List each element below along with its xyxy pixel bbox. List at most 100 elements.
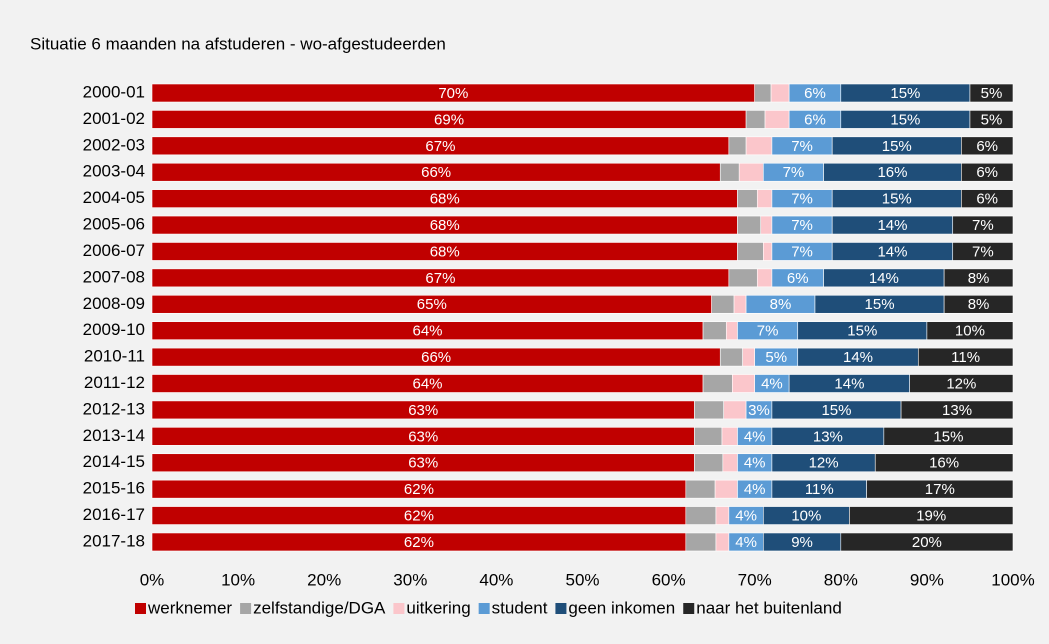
data-label: 7% xyxy=(791,217,813,234)
bar-segment xyxy=(926,321,1014,340)
bar-segment xyxy=(900,400,1014,420)
bar-segment xyxy=(722,453,738,473)
bar-segment xyxy=(685,479,716,499)
bar-segment xyxy=(723,400,747,420)
data-label: 11% xyxy=(951,349,980,366)
data-label: 12% xyxy=(946,375,976,392)
bar-segment xyxy=(685,506,717,525)
data-label: 15% xyxy=(933,428,963,445)
bar-segment xyxy=(721,427,738,446)
bar-segment xyxy=(694,453,724,473)
legend-label: naar het buitenland xyxy=(696,598,842,617)
y-tick-label: 2014-15 xyxy=(83,452,145,471)
bar-segment xyxy=(715,532,730,552)
bar-segment xyxy=(969,110,1014,129)
data-label: 5% xyxy=(981,111,1003,128)
data-label: 17% xyxy=(925,481,955,498)
data-label: 14% xyxy=(869,270,899,287)
data-label: 19% xyxy=(916,508,946,525)
data-label: 15% xyxy=(882,138,912,155)
bar-segment xyxy=(738,162,764,182)
bar-segment xyxy=(874,453,1014,473)
bar-segment xyxy=(737,215,762,235)
bar-segment xyxy=(943,268,1014,288)
data-label: 14% xyxy=(877,243,907,260)
data-label: 10% xyxy=(791,508,821,525)
data-label: 7% xyxy=(791,243,813,260)
bar-segment xyxy=(725,321,738,340)
data-label: 67% xyxy=(425,138,455,155)
x-tick-label: 100% xyxy=(991,570,1034,589)
data-label: 70% xyxy=(438,85,468,102)
legend-swatch xyxy=(683,603,695,614)
data-label: 6% xyxy=(804,111,826,128)
data-label: 6% xyxy=(787,270,809,287)
data-label: 6% xyxy=(976,191,998,208)
legend-label: uitkering xyxy=(406,598,470,617)
bar-segment xyxy=(719,162,740,182)
y-tick-label: 2005-06 xyxy=(83,215,145,234)
bar-segment xyxy=(961,189,1014,208)
bar-segment xyxy=(952,242,1014,261)
data-label: 66% xyxy=(421,349,451,366)
data-label: 62% xyxy=(404,481,434,498)
data-label: 63% xyxy=(408,455,438,472)
bar-segment xyxy=(969,83,1014,103)
legend-swatch xyxy=(555,603,567,614)
chart-title: Situatie 6 maanden na afstuderen - wo-af… xyxy=(30,34,446,53)
bar-segment xyxy=(737,242,764,261)
data-label: 3% xyxy=(748,402,770,419)
data-label: 14% xyxy=(877,217,907,234)
y-tick-label: 2013-14 xyxy=(83,426,145,445)
data-label: 15% xyxy=(865,296,895,313)
bar-segment xyxy=(745,136,773,156)
legend-label: zelfstandige/DGA xyxy=(253,598,386,617)
bar-segment xyxy=(694,427,723,446)
x-tick-label: 0% xyxy=(140,570,165,589)
data-label: 7% xyxy=(791,138,813,155)
data-label: 68% xyxy=(430,217,460,234)
data-label: 8% xyxy=(968,296,990,313)
data-label: 5% xyxy=(981,85,1003,102)
bar-segment xyxy=(732,374,756,393)
data-label: 68% xyxy=(430,191,460,208)
data-label: 4% xyxy=(735,534,757,551)
data-label: 69% xyxy=(434,111,464,128)
y-tick-label: 2007-08 xyxy=(83,267,145,286)
bar-segment xyxy=(883,427,1014,446)
data-label: 15% xyxy=(882,191,912,208)
bar-segment xyxy=(961,162,1014,182)
data-label: 15% xyxy=(847,323,877,340)
y-tick-label: 2011-12 xyxy=(84,373,145,392)
bar-segment xyxy=(728,136,747,156)
y-tick-label: 2006-07 xyxy=(83,241,145,260)
bar-segment xyxy=(702,374,733,393)
legend-swatch xyxy=(478,603,490,614)
bar-segment xyxy=(917,347,1014,367)
data-label: 4% xyxy=(735,508,757,525)
x-tick-label: 90% xyxy=(910,570,944,589)
data-label: 16% xyxy=(877,164,907,181)
data-label: 4% xyxy=(744,455,766,472)
bar-segment xyxy=(763,242,773,261)
bar-segment xyxy=(764,110,790,129)
y-tick-label: 2017-18 xyxy=(83,531,145,550)
data-label: 5% xyxy=(765,349,787,366)
bar-segment xyxy=(961,136,1014,156)
bar-segment xyxy=(943,294,1014,314)
data-label: 13% xyxy=(813,428,843,445)
y-tick-label: 2008-09 xyxy=(83,294,145,313)
bar-segment xyxy=(756,268,773,288)
data-label: 63% xyxy=(408,402,438,419)
y-tick-label: 2003-04 xyxy=(83,162,145,181)
bar-segment xyxy=(694,400,725,420)
data-label: 63% xyxy=(408,428,438,445)
bar-segment xyxy=(728,268,758,288)
data-label: 7% xyxy=(972,243,994,260)
data-label: 11% xyxy=(805,481,834,498)
y-tick-label: 2009-10 xyxy=(83,320,145,339)
bar-segment xyxy=(849,506,1014,525)
y-tick-label: 2015-16 xyxy=(83,479,145,498)
bar-segment xyxy=(754,83,772,103)
